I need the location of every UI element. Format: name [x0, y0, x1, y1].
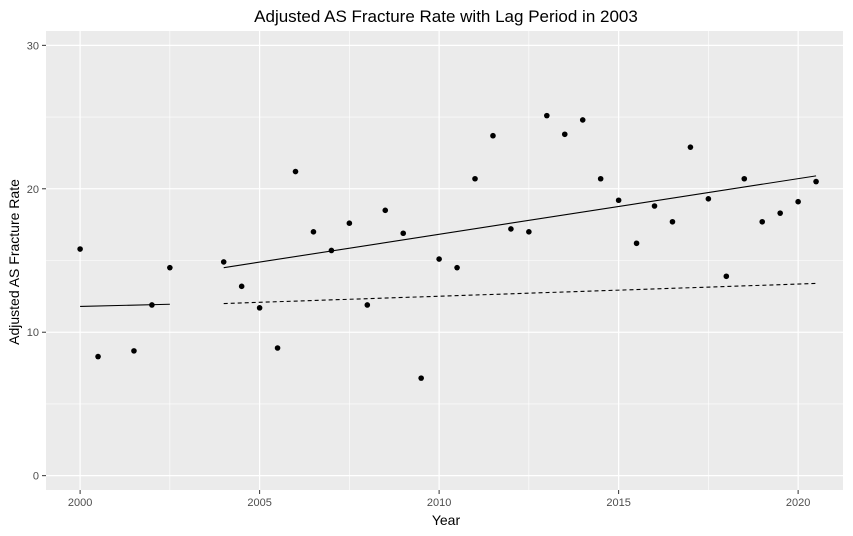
data-point	[131, 348, 137, 354]
y-axis-title: Adjusted AS Fracture Rate	[6, 179, 22, 345]
grid-major	[46, 31, 843, 490]
data-point	[346, 220, 353, 227]
data-point	[328, 247, 335, 254]
x-tick-label: 2015	[606, 497, 630, 509]
y-tick-label: 0	[33, 471, 39, 483]
data-point	[382, 207, 389, 214]
y-tick-label: 10	[27, 327, 39, 339]
data-point	[705, 196, 712, 202]
fit-lines	[80, 175, 817, 307]
data-point	[795, 198, 801, 205]
x-tick-label: 2005	[247, 497, 271, 509]
data-point	[651, 203, 658, 209]
data-point	[508, 226, 514, 232]
x-axis-title: Year	[432, 512, 461, 528]
data-point	[526, 229, 532, 235]
data-point	[418, 375, 424, 381]
data-point	[544, 112, 550, 119]
data-point	[292, 168, 299, 175]
x-tick-label: 2010	[427, 497, 451, 509]
data-point	[436, 256, 442, 262]
y-axis: 0 10 20 30	[27, 40, 46, 483]
chart-title: Adjusted AS Fracture Rate with Lag Perio…	[254, 7, 638, 26]
solid-trend-line	[223, 175, 817, 269]
y-tick-label: 30	[27, 40, 39, 52]
data-point	[95, 353, 101, 360]
data-point	[759, 218, 766, 225]
data-point	[723, 273, 730, 280]
data-point	[472, 175, 478, 182]
data-point	[400, 230, 407, 237]
data-point	[813, 178, 819, 185]
data-point	[741, 175, 748, 182]
data-point	[310, 229, 317, 235]
data-point	[167, 264, 173, 271]
x-tick-label: 2000	[68, 497, 92, 509]
data-point	[490, 132, 496, 139]
data-point	[777, 210, 783, 216]
data-point	[615, 197, 622, 204]
data-point	[579, 117, 586, 123]
data-point	[256, 305, 263, 311]
x-tick-label: 2020	[786, 497, 810, 509]
x-axis: 2000 2005 2010 2015 2020	[68, 490, 810, 509]
grid-minor	[46, 31, 843, 490]
data-point	[274, 345, 281, 351]
data-point	[149, 302, 155, 308]
data-point	[633, 240, 640, 247]
y-tick-label: 20	[27, 184, 39, 196]
data-point	[454, 264, 460, 271]
data-point	[238, 283, 245, 290]
solid-trend-line	[80, 303, 170, 307]
data-point	[669, 218, 676, 225]
data-points	[77, 112, 819, 381]
data-point	[597, 175, 604, 182]
dashed-trend-line	[223, 282, 817, 305]
data-point	[561, 131, 568, 138]
data-point	[364, 302, 371, 308]
data-point	[687, 144, 694, 150]
data-point	[220, 259, 227, 265]
data-point	[77, 246, 83, 252]
